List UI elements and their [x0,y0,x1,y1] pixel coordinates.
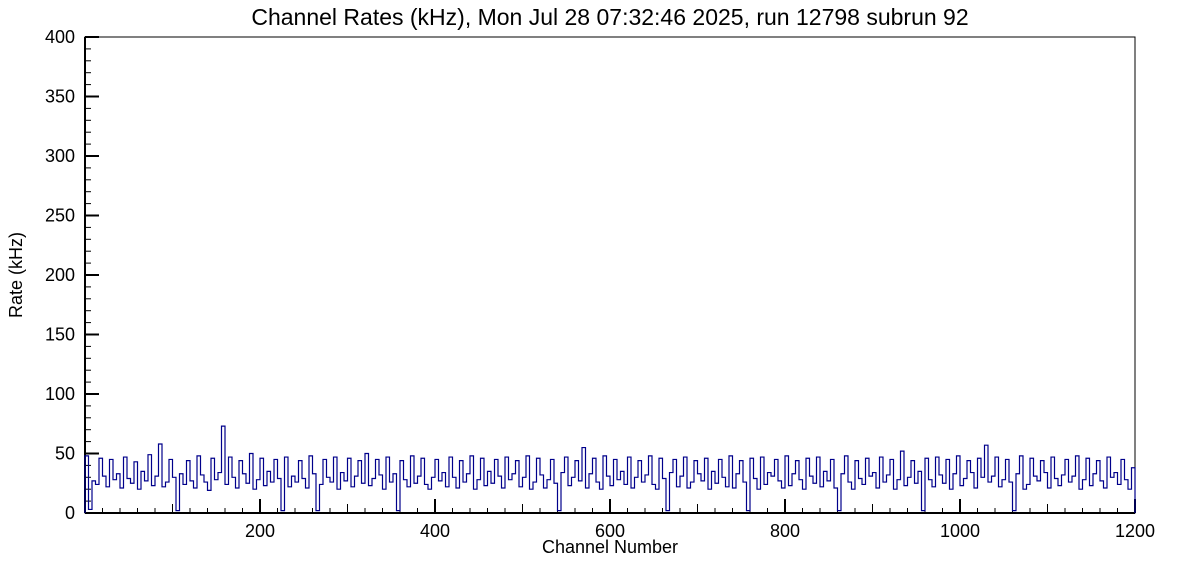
chart-title: Channel Rates (kHz), Mon Jul 28 07:32:46… [251,4,968,30]
x-tick-label: 800 [770,521,800,541]
y-tick-label: 0 [65,503,75,523]
axes: 0 50 100 150 200 250 300 350 400 200 400 600 800 1000… [45,27,1155,541]
x-tick-label: 200 [245,521,275,541]
x-tick-label: 600 [595,521,625,541]
y-tick-label: 100 [45,384,75,404]
x-tick-label: 1200 [1115,521,1155,541]
y-tick-label: 250 [45,206,75,226]
y-tick-label: 400 [45,27,75,47]
histogram-line [84,425,1136,513]
y-axis-title: Rate (kHz) [6,232,26,318]
x-tick-label: 1000 [940,521,980,541]
y-tick-label: 350 [45,87,75,107]
y-tick-label: 50 [55,444,75,464]
y-tick-label: 300 [45,146,75,166]
x-tick-label: 400 [420,521,450,541]
plot-frame [84,36,1136,514]
x-axis-title: Channel Number [542,537,678,557]
y-tick-label: 200 [45,265,75,285]
y-tick-label: 150 [45,325,75,345]
